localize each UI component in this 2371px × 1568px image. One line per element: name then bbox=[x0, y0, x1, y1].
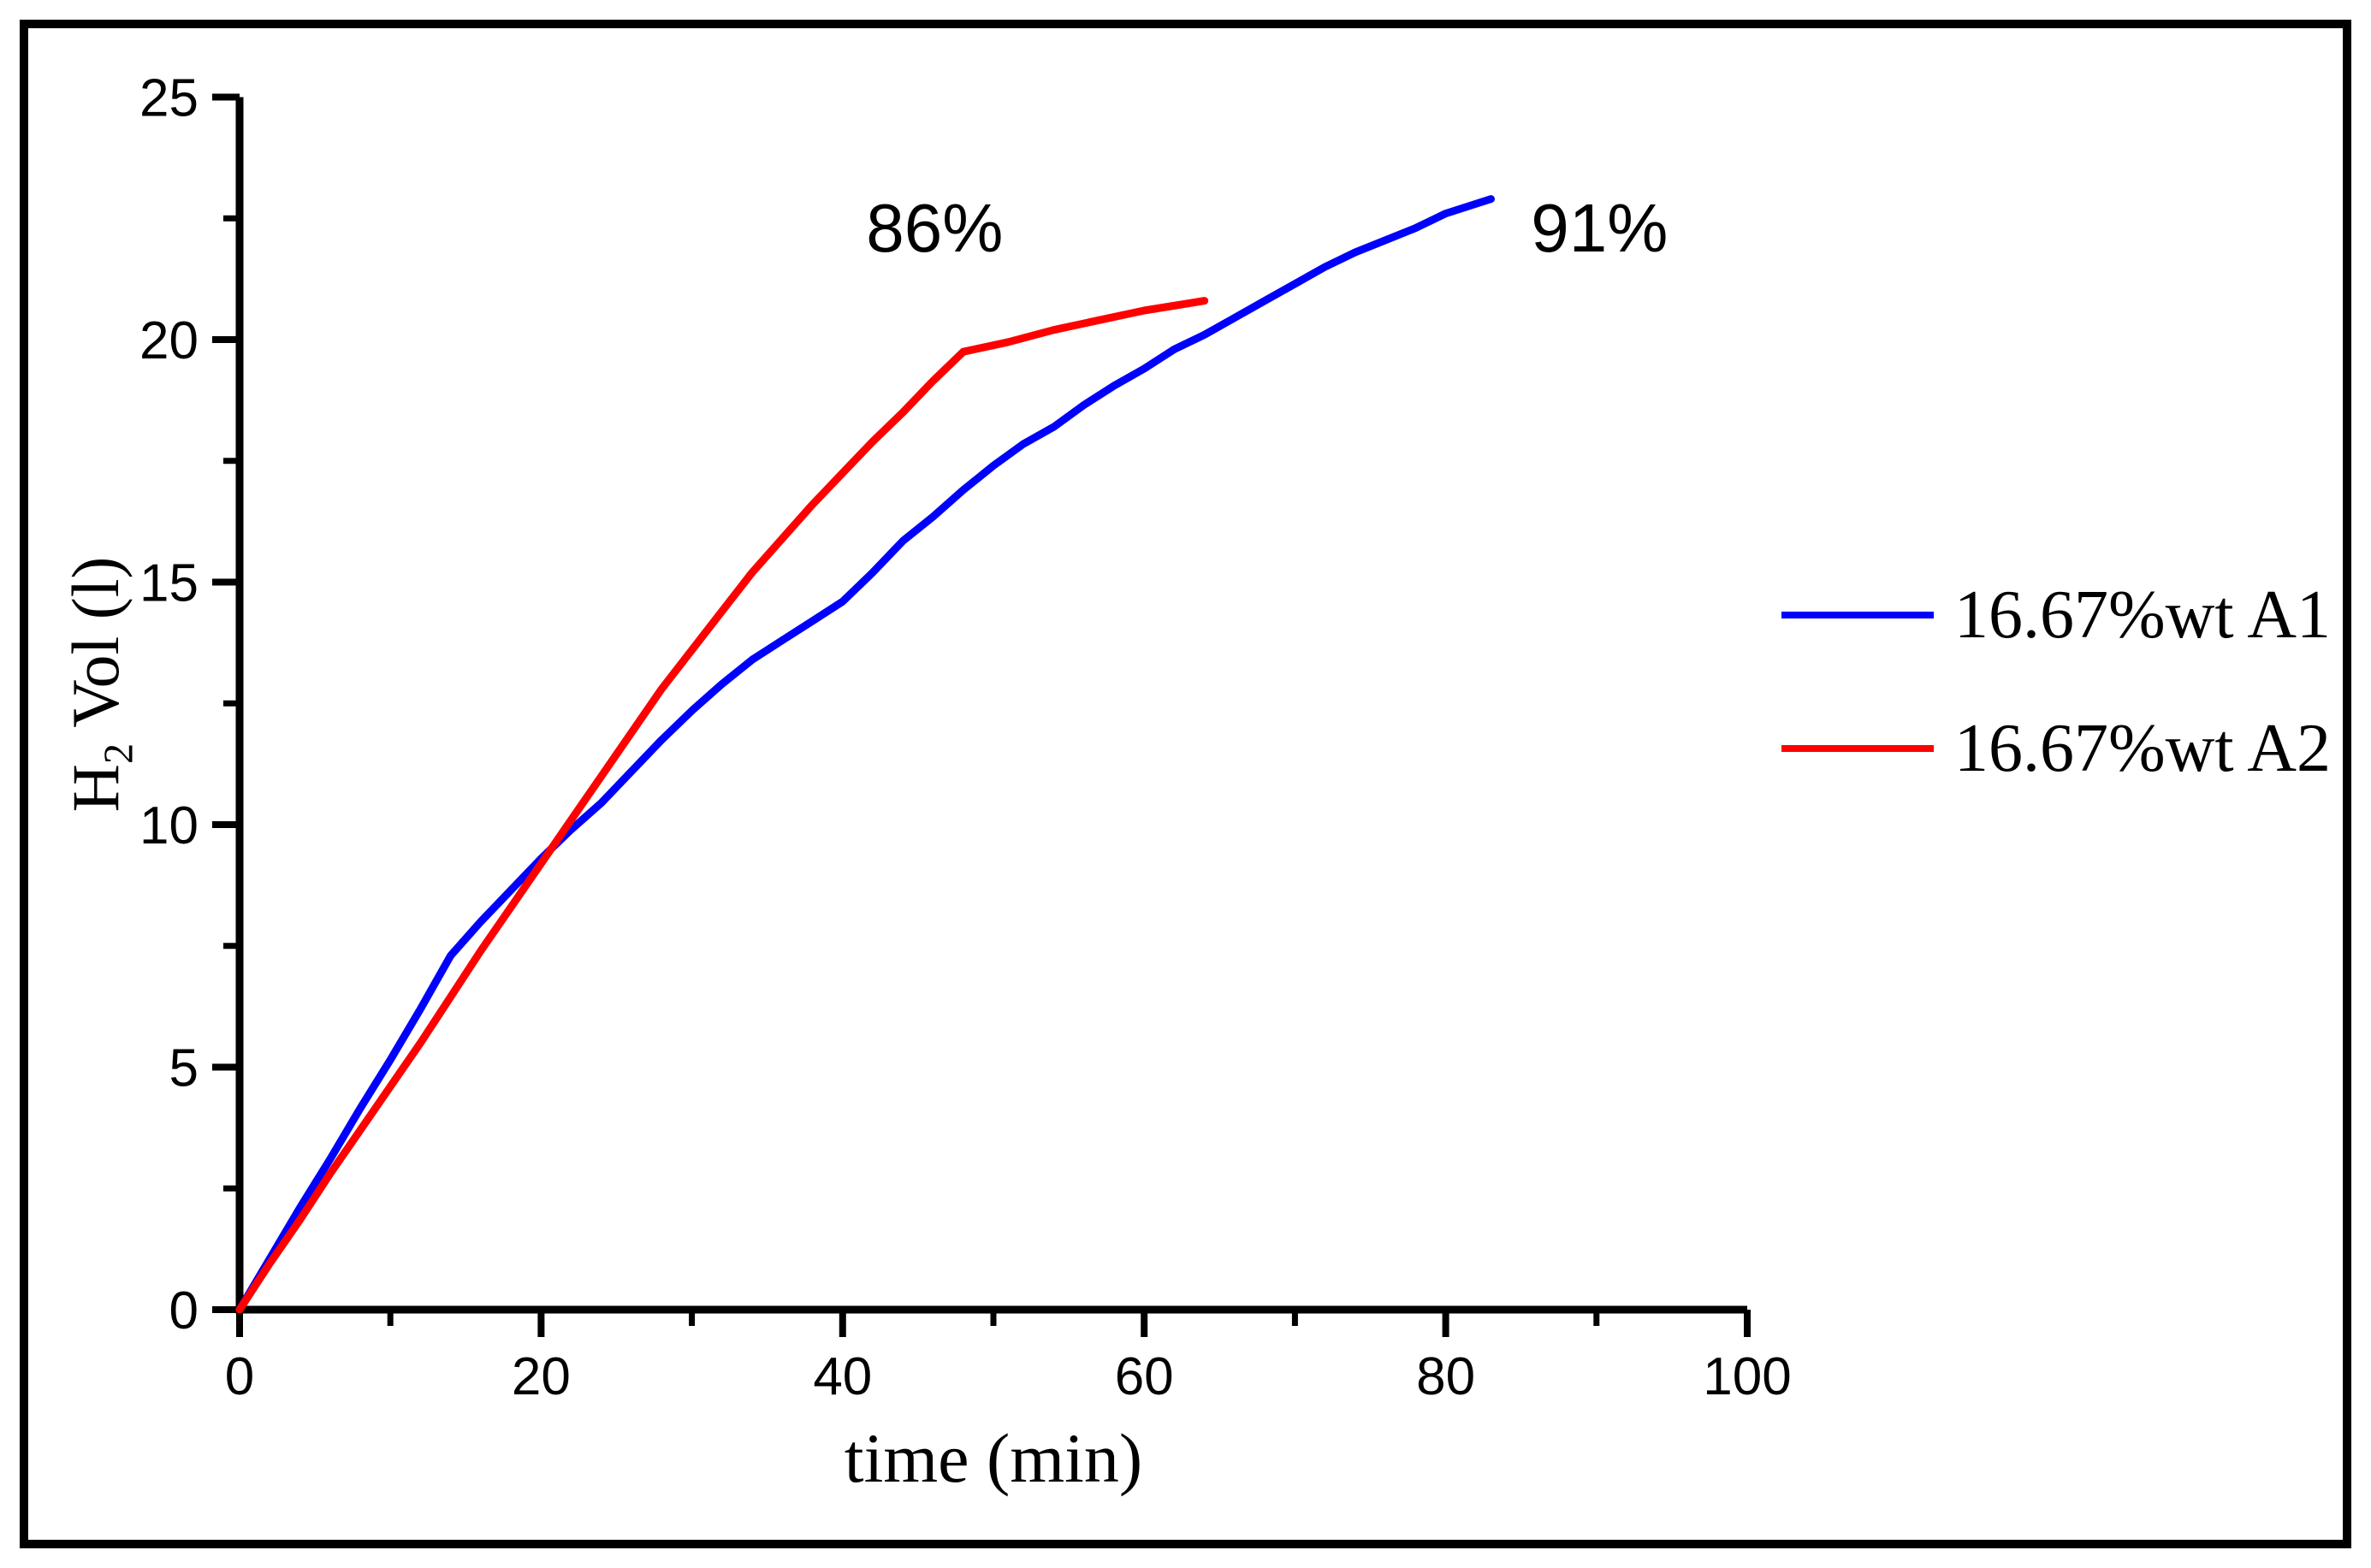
curve-16-67-wt-a2 bbox=[235, 297, 1209, 1314]
x-axis-tick-label: 100 bbox=[1703, 1347, 1791, 1406]
y-axis-title-rest: Vol (l) bbox=[58, 556, 133, 743]
y-axis-tick-label: 0 bbox=[169, 1281, 199, 1340]
x-axis-tick-label: 40 bbox=[813, 1347, 872, 1406]
legend-line-blue bbox=[1781, 612, 1934, 618]
y-axis-title-subscript: 2 bbox=[96, 743, 142, 764]
x-axis-tick-label: 0 bbox=[225, 1347, 254, 1406]
y-axis-tick-label: 20 bbox=[139, 311, 199, 370]
legend-item-a1: 16.67%wt A1 bbox=[1781, 548, 2331, 682]
y-axis-title: H2 Vol (l) bbox=[53, 509, 142, 860]
y-axis-title-base: H bbox=[58, 764, 133, 813]
legend-item-a2: 16.67%wt A2 bbox=[1781, 682, 2331, 815]
y-axis-tick-label: 25 bbox=[139, 69, 199, 128]
x-axis-title: time (min) bbox=[844, 1419, 1143, 1497]
annotation-91-percent: 91% bbox=[1531, 189, 1669, 266]
y-axis-tick-label: 10 bbox=[139, 796, 199, 855]
x-axis-tick-label: 60 bbox=[1115, 1347, 1174, 1406]
legend-label-a2: 16.67%wt A2 bbox=[1954, 710, 2331, 786]
figure-border bbox=[20, 20, 2351, 1548]
y-axis-tick-label: 15 bbox=[139, 554, 199, 613]
legend-line-red bbox=[1781, 745, 1934, 752]
legend-label-a1: 16.67%wt A1 bbox=[1954, 577, 2331, 653]
legend: 16.67%wt A1 16.67%wt A2 bbox=[1781, 548, 2331, 815]
axis-spines bbox=[235, 97, 1747, 1314]
curve-16-67-wt-a1 bbox=[235, 195, 1495, 1314]
annotation-86-percent: 86% bbox=[866, 189, 1004, 266]
x-axis-tick-label: 20 bbox=[512, 1347, 571, 1406]
y-axis-tick-label: 5 bbox=[169, 1039, 199, 1098]
x-axis-tick-label: 80 bbox=[1416, 1347, 1475, 1406]
